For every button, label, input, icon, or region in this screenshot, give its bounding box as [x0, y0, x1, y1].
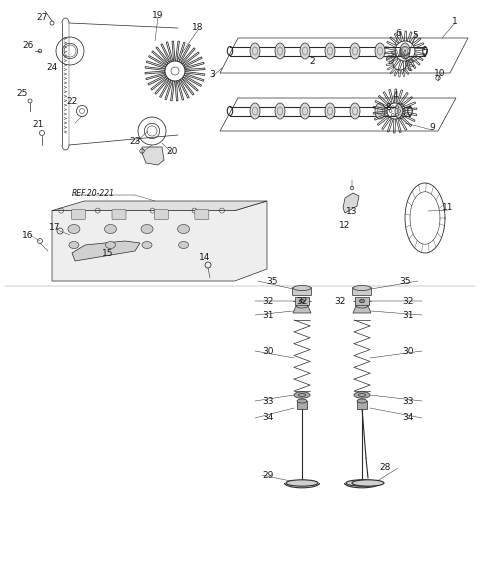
Text: 22: 22 — [66, 96, 78, 105]
Ellipse shape — [286, 480, 318, 486]
Ellipse shape — [357, 399, 367, 403]
Text: 27: 27 — [36, 13, 48, 22]
Ellipse shape — [106, 241, 116, 249]
Polygon shape — [72, 241, 140, 261]
FancyBboxPatch shape — [292, 288, 312, 296]
FancyBboxPatch shape — [195, 210, 209, 219]
Text: 8: 8 — [385, 104, 391, 112]
Text: 17: 17 — [49, 223, 61, 233]
Ellipse shape — [350, 103, 360, 119]
Ellipse shape — [325, 43, 335, 59]
FancyBboxPatch shape — [112, 210, 126, 219]
Text: 16: 16 — [22, 230, 34, 240]
Text: 25: 25 — [16, 88, 28, 97]
Ellipse shape — [300, 299, 304, 303]
FancyBboxPatch shape — [72, 210, 85, 219]
FancyBboxPatch shape — [355, 297, 369, 305]
Ellipse shape — [105, 225, 117, 234]
Text: 12: 12 — [339, 221, 351, 230]
Ellipse shape — [141, 225, 153, 234]
Text: 9: 9 — [429, 124, 435, 132]
Text: 3: 3 — [209, 70, 215, 80]
Ellipse shape — [375, 103, 385, 119]
Text: 33: 33 — [262, 397, 274, 406]
Ellipse shape — [69, 241, 79, 249]
Text: 1: 1 — [452, 17, 458, 26]
Text: 35: 35 — [399, 277, 411, 285]
Text: 5: 5 — [412, 30, 418, 40]
Ellipse shape — [356, 304, 368, 308]
Text: 7: 7 — [422, 49, 428, 57]
Ellipse shape — [350, 43, 360, 59]
Text: 11: 11 — [442, 203, 454, 213]
Ellipse shape — [179, 241, 189, 249]
Polygon shape — [52, 201, 267, 211]
FancyBboxPatch shape — [154, 210, 168, 219]
Text: 31: 31 — [262, 311, 274, 320]
Text: 29: 29 — [262, 470, 274, 480]
Polygon shape — [343, 193, 359, 213]
Text: 10: 10 — [434, 69, 446, 77]
Ellipse shape — [275, 43, 285, 59]
FancyBboxPatch shape — [357, 401, 367, 409]
Ellipse shape — [68, 225, 80, 234]
Polygon shape — [293, 306, 311, 313]
Text: 33: 33 — [402, 397, 414, 406]
Text: 30: 30 — [402, 347, 414, 355]
Text: 19: 19 — [152, 10, 164, 19]
Text: 34: 34 — [262, 414, 274, 422]
Text: 32: 32 — [402, 296, 414, 305]
FancyBboxPatch shape — [295, 297, 309, 305]
Text: 28: 28 — [379, 464, 391, 473]
Ellipse shape — [293, 285, 311, 291]
Ellipse shape — [400, 43, 410, 59]
Text: 26: 26 — [22, 41, 34, 49]
Text: 15: 15 — [102, 249, 114, 257]
Text: 18: 18 — [192, 23, 204, 33]
Text: 13: 13 — [346, 206, 358, 215]
Ellipse shape — [275, 103, 285, 119]
Ellipse shape — [395, 103, 405, 119]
Ellipse shape — [346, 480, 378, 486]
Text: 2: 2 — [309, 57, 315, 65]
Ellipse shape — [294, 392, 310, 398]
Ellipse shape — [325, 103, 335, 119]
Text: 32: 32 — [262, 296, 274, 305]
Text: 24: 24 — [47, 64, 58, 73]
Ellipse shape — [375, 43, 385, 59]
Ellipse shape — [300, 103, 310, 119]
Ellipse shape — [352, 480, 384, 486]
FancyBboxPatch shape — [352, 288, 372, 296]
Ellipse shape — [250, 103, 260, 119]
Ellipse shape — [142, 241, 152, 249]
Text: 34: 34 — [402, 414, 414, 422]
Ellipse shape — [296, 304, 308, 308]
Text: REF.20-221: REF.20-221 — [72, 189, 115, 198]
Ellipse shape — [178, 225, 190, 234]
Polygon shape — [142, 147, 164, 165]
Text: 6: 6 — [395, 29, 401, 37]
Text: 20: 20 — [166, 147, 178, 155]
Ellipse shape — [250, 43, 260, 59]
Text: 31: 31 — [402, 311, 414, 320]
Text: 30: 30 — [262, 347, 274, 355]
Text: 14: 14 — [199, 253, 211, 262]
Text: 35: 35 — [266, 277, 278, 285]
Ellipse shape — [354, 392, 370, 398]
Text: 21: 21 — [32, 120, 44, 129]
Ellipse shape — [360, 299, 364, 303]
Polygon shape — [52, 201, 267, 281]
Text: 23: 23 — [129, 136, 141, 146]
Ellipse shape — [300, 43, 310, 59]
Text: 32: 32 — [296, 296, 308, 305]
Ellipse shape — [353, 285, 371, 291]
Ellipse shape — [297, 399, 307, 403]
Text: 4: 4 — [392, 91, 398, 100]
Polygon shape — [353, 306, 371, 313]
FancyBboxPatch shape — [297, 401, 307, 409]
Text: 32: 32 — [334, 296, 346, 305]
